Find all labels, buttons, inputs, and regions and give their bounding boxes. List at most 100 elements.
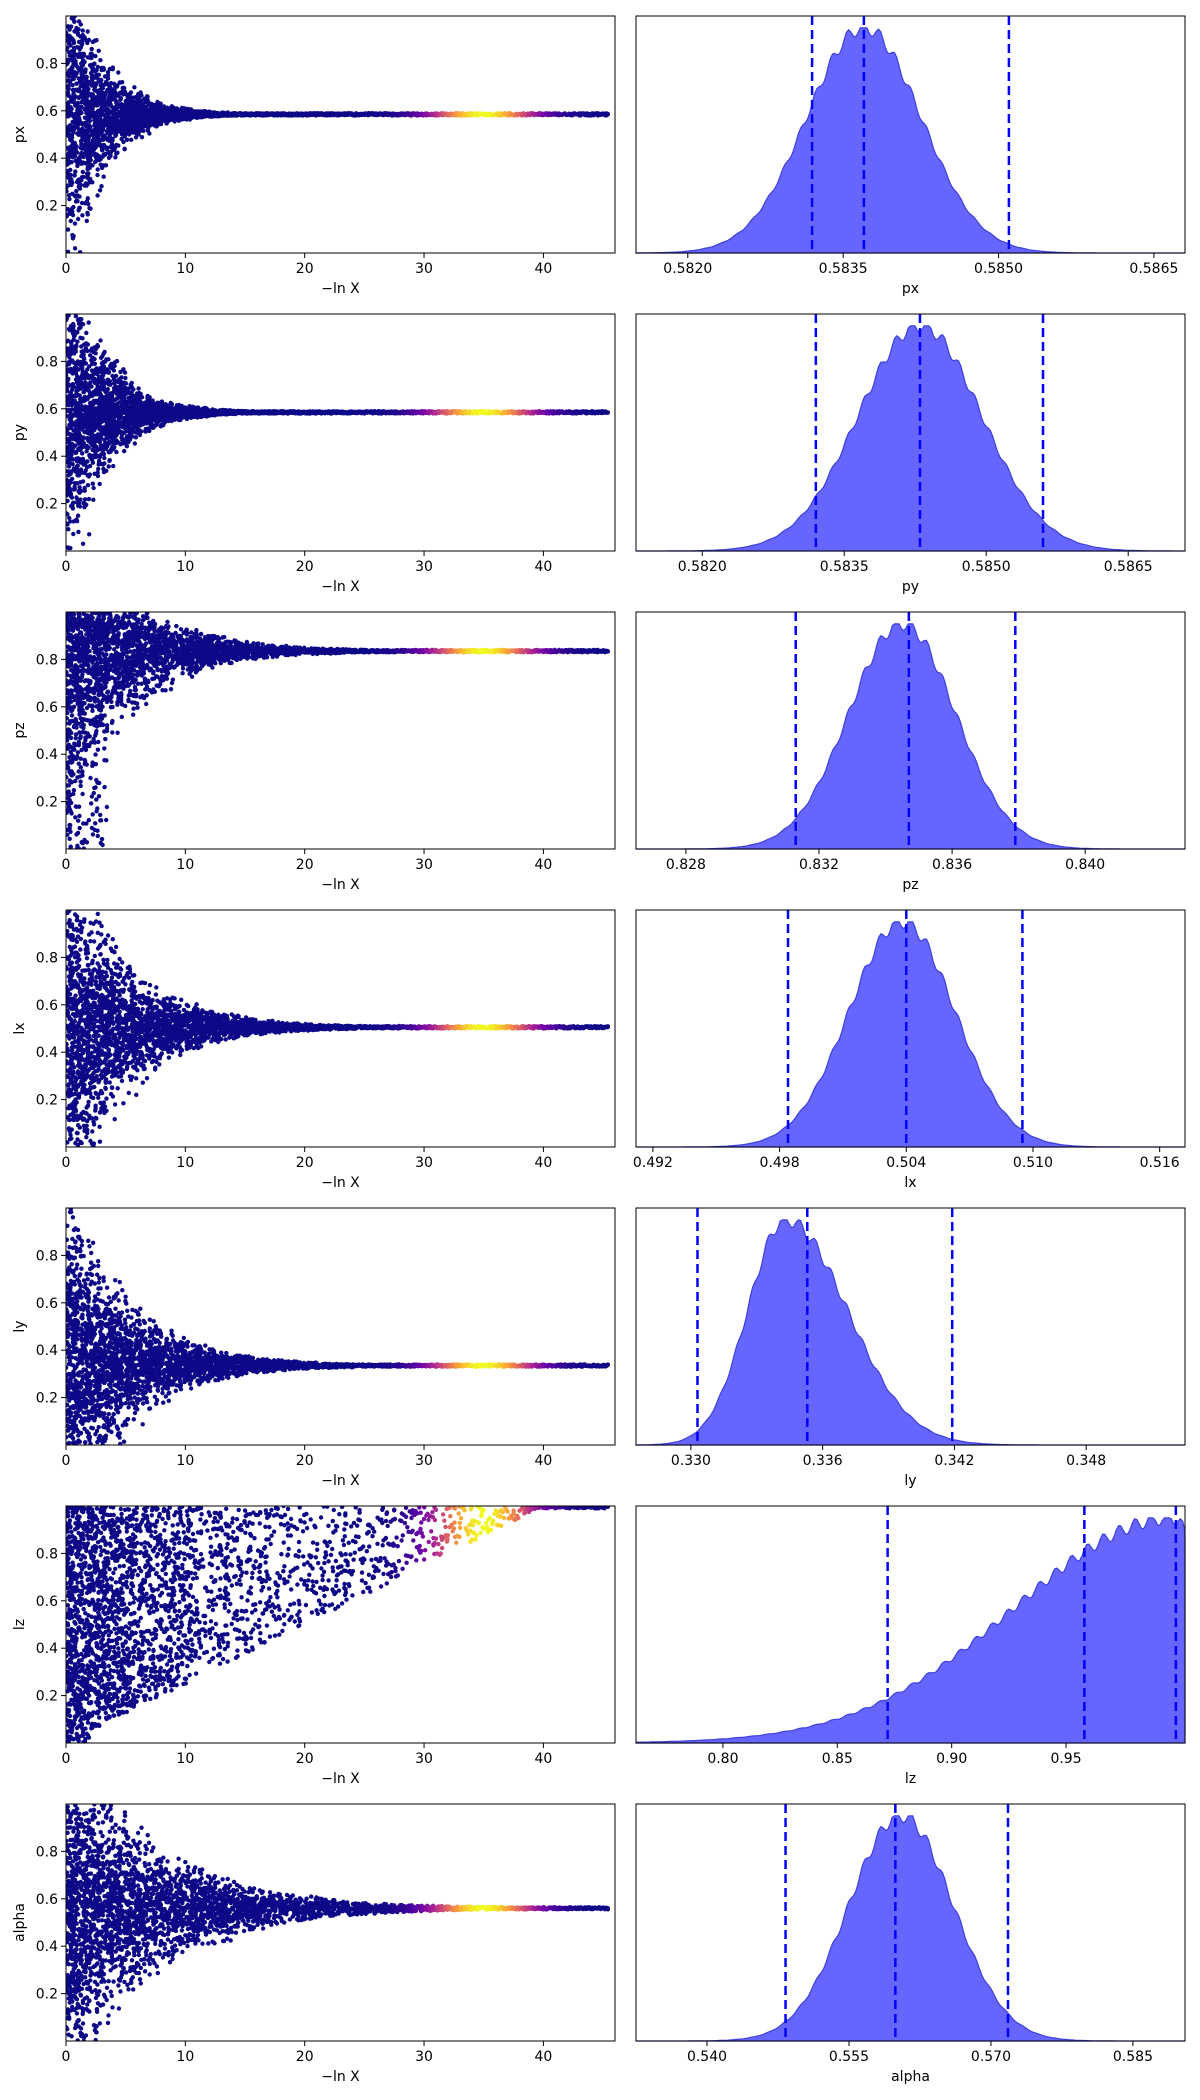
trace-point: [72, 16, 77, 19]
trace-point: [92, 129, 98, 134]
trace-point: [84, 330, 89, 336]
trace-point: [85, 483, 91, 488]
trace-point: [76, 409, 81, 414]
trace-point: [84, 110, 89, 116]
trace-point: [71, 69, 77, 75]
trace-point: [86, 37, 92, 43]
trace-point: [66, 71, 70, 76]
trace-point: [78, 45, 84, 50]
trace-point: [76, 76, 82, 81]
trace-point: [99, 112, 104, 117]
trace-point: [91, 497, 96, 502]
trace-point: [84, 91, 90, 97]
trace-point: [74, 144, 79, 149]
trace-point: [96, 96, 101, 101]
trace-point: [72, 19, 77, 24]
density-area: [635, 27, 1185, 254]
trace-point: [66, 363, 69, 368]
trace-point: [80, 126, 85, 131]
trace-point: [74, 81, 79, 86]
trace-point: [110, 65, 116, 70]
trace-point: [105, 76, 111, 81]
trace-point: [125, 115, 130, 121]
trace-point: [66, 193, 72, 198]
trace-point: [108, 405, 114, 411]
trace-point: [137, 432, 143, 438]
trace-point: [128, 102, 133, 107]
trace-point: [80, 146, 85, 151]
trace-point: [95, 473, 101, 479]
trace-point: [122, 415, 127, 421]
trace-point: [66, 90, 71, 95]
trace-point: [115, 93, 120, 99]
trace-point: [89, 62, 94, 68]
trace-point: [78, 160, 84, 165]
trace-point: [128, 105, 134, 111]
trace-point: [66, 145, 71, 150]
trace-point: [113, 155, 118, 160]
trace-point: [137, 104, 142, 109]
trace-point: [102, 107, 107, 113]
trace-point: [99, 77, 104, 83]
trace-point: [98, 156, 103, 161]
y-axis-label: px: [12, 126, 28, 143]
trace-point: [98, 102, 103, 107]
trace-point: [155, 113, 160, 119]
trace-point: [78, 22, 84, 27]
trace-point: [68, 172, 73, 178]
trace-point: [94, 38, 99, 43]
trace-point: [66, 59, 71, 64]
trace-point: [73, 169, 78, 174]
trace-point: [111, 114, 117, 120]
trace-point: [68, 167, 73, 173]
trace-point: [66, 50, 72, 55]
trace-point: [96, 116, 102, 122]
trace-point: [72, 480, 78, 486]
trace-point: [66, 413, 69, 419]
trace-point: [76, 95, 82, 101]
trace-point: [73, 73, 78, 79]
trace-point: [67, 133, 72, 139]
trace-point: [141, 101, 146, 106]
trace-point: [153, 102, 158, 108]
trace-point: [84, 443, 90, 449]
trace-point: [169, 418, 174, 424]
trace-point: [88, 206, 93, 211]
trace-point: [92, 87, 97, 93]
trace-point: [114, 358, 120, 364]
trace-point: [71, 99, 76, 105]
trace-point: [66, 373, 69, 378]
trace-point: [112, 109, 117, 115]
trace-point: [108, 85, 113, 90]
trace-point: [130, 112, 135, 118]
trace-point: [78, 397, 83, 402]
trace-point: [106, 100, 112, 105]
trace-point: [128, 127, 133, 133]
trace-point: [164, 113, 169, 119]
trace-point: [110, 138, 115, 143]
trace-point: [66, 189, 69, 194]
trace-point: [135, 110, 140, 115]
trace-point: [605, 111, 610, 117]
trace-point: [70, 83, 75, 88]
trace-point: [100, 374, 105, 379]
trace-point: [133, 131, 139, 136]
trace-point: [173, 114, 178, 119]
trace-point: [110, 146, 115, 151]
trace-point: [80, 28, 85, 33]
trace-point: [99, 124, 105, 129]
trace-point: [82, 152, 87, 157]
trace-point: [69, 452, 74, 458]
trace-point: [97, 87, 102, 93]
trace-point: [114, 151, 119, 156]
trace-point: [67, 154, 73, 159]
trace-point: [66, 104, 70, 109]
trace-point: [85, 166, 91, 171]
trace-point: [75, 131, 80, 136]
trace-point: [66, 183, 71, 188]
trace-point: [86, 55, 92, 60]
trace-point: [75, 193, 80, 199]
trace-point: [84, 183, 89, 188]
trace-point: [157, 110, 163, 115]
